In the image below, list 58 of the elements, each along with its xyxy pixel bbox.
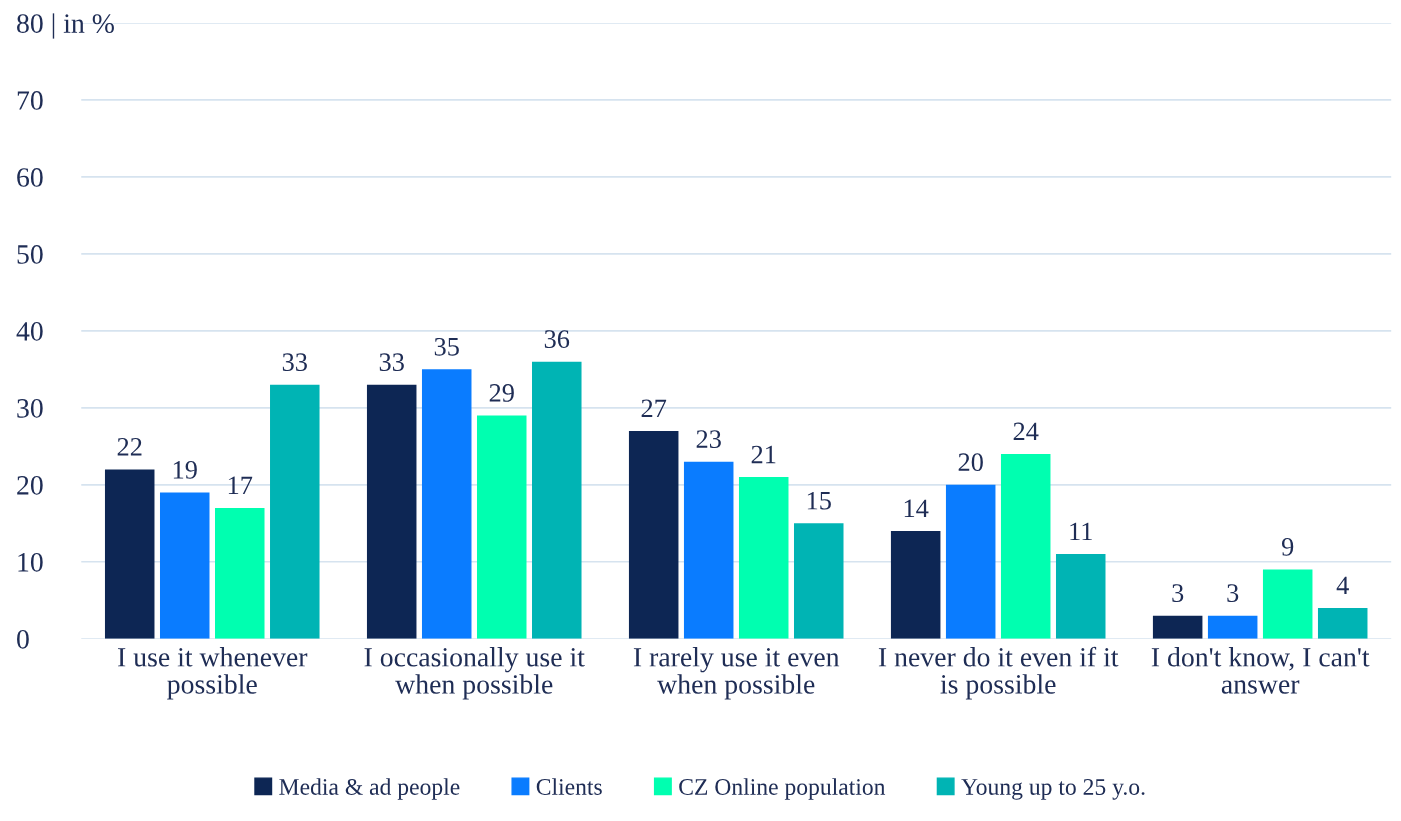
data-label: 14 — [904, 499, 929, 518]
data-label: 9 — [1281, 538, 1294, 556]
bar — [421, 369, 472, 639]
data-label: 17 — [228, 476, 253, 494]
data-label: 35 — [434, 337, 459, 356]
bar — [1317, 607, 1368, 639]
data-label: 22 — [117, 437, 142, 456]
bar — [793, 523, 844, 639]
y-tick-label: 40 — [16, 322, 43, 341]
data-label: 11 — [1070, 522, 1092, 541]
y-tick-label: 80 | in % — [17, 13, 114, 39]
bar — [1055, 554, 1106, 639]
data-label: 19 — [173, 461, 197, 479]
y-tick-label: 30 — [17, 399, 43, 418]
bar — [104, 469, 155, 639]
bar — [532, 361, 582, 639]
data-label: 3 — [1172, 584, 1184, 602]
bar — [159, 492, 210, 639]
y-tick-label: 60 — [17, 168, 43, 187]
data-label: 36 — [544, 330, 570, 348]
data-label: 24 — [1013, 422, 1039, 441]
y-tick-label: 20 — [17, 475, 43, 495]
legend-label: Media & ad people — [279, 778, 460, 800]
bar — [215, 507, 265, 639]
x-tick-label: I never do it even if it is possible — [878, 646, 1119, 700]
x-tick-label: I don't know, I can't answer — [1151, 647, 1370, 694]
x-tick-label: I rarely use it even when possible — [633, 647, 840, 700]
data-label: 33 — [379, 353, 404, 372]
bar — [366, 384, 417, 639]
data-label: 27 — [641, 399, 667, 417]
bar — [1207, 615, 1258, 639]
bar — [945, 484, 996, 639]
bar — [476, 415, 527, 639]
data-label: 15 — [807, 491, 831, 510]
data-label: 21 — [751, 445, 776, 464]
y-tick-label: 70 — [17, 91, 43, 110]
bar — [1262, 569, 1313, 639]
y-tick-label: 0 — [17, 629, 29, 649]
legend-label: CZ Online population — [679, 778, 886, 800]
data-label: 33 — [282, 353, 307, 372]
x-tick-label: I use it whenever possible — [118, 647, 308, 700]
legend-label: Clients — [536, 778, 602, 795]
bar — [738, 477, 789, 639]
bar — [1152, 615, 1203, 639]
bar — [628, 430, 679, 639]
x-tick-label: I occasionally use it when possible — [364, 647, 585, 700]
bar — [890, 530, 941, 639]
data-label: 20 — [958, 453, 983, 472]
bar — [270, 384, 320, 639]
data-label: 29 — [489, 384, 514, 402]
legend-label: Young up to 25 y.o. — [961, 779, 1145, 800]
data-label: 4 — [1336, 576, 1349, 594]
y-tick-label: 10 — [18, 552, 43, 572]
bar — [1000, 454, 1051, 639]
bar — [683, 461, 734, 639]
y-tick-label: 50 — [17, 245, 43, 264]
data-label: 23 — [696, 430, 721, 449]
data-label: 3 — [1227, 584, 1239, 602]
